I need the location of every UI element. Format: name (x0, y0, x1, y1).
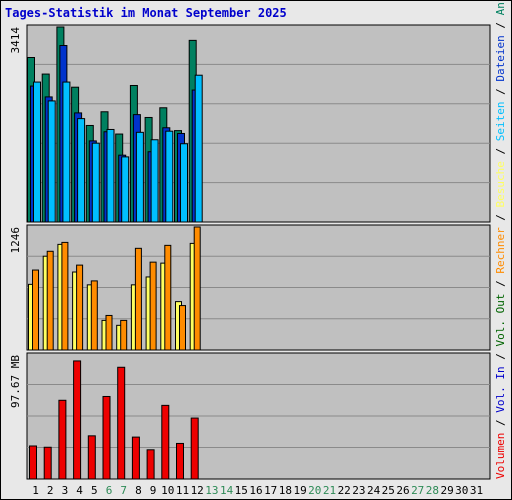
side-legend-text: Volumen / Vol. In / Vol. Out / Rechner /… (494, 1, 507, 479)
bar-rechner-day-9 (149, 261, 157, 351)
chart-bars (27, 26, 203, 480)
legend-separator: / (494, 15, 507, 35)
x-tick-label-day-9: 9 (150, 484, 157, 497)
bar-volumen-day-7 (117, 366, 126, 480)
bar-rechner-day-6 (105, 314, 113, 351)
bar-volumen-day-2 (43, 446, 52, 480)
x-axis-day-labels: 1 2 3 4 5 6 7 8 9 10 11 12 13 14 15 16 17 18 19 20 21 22 23 24 2… (32, 484, 483, 497)
bar-volumen-day-12 (190, 417, 199, 480)
x-tick-label-day-19: 19 (293, 484, 306, 497)
y-axis-max-label-3: 97.67 MB (9, 355, 22, 408)
x-tick-label-day-22: 22 (338, 484, 351, 497)
x-tick-label-day-5: 5 (91, 484, 98, 497)
legend-separator: / (494, 141, 507, 161)
bar-seiten-day-4 (77, 118, 86, 223)
x-tick-label-day-14: 14 (220, 484, 234, 497)
bar-rechner-day-12 (193, 226, 201, 351)
bar-rechner-day-7 (120, 319, 128, 351)
legend-separator: / (494, 82, 507, 102)
bar-volumen-day-5 (87, 435, 96, 480)
legend-volumen: Volumen (494, 433, 507, 479)
x-tick-label-day-1: 1 (32, 484, 39, 497)
chart-title: Tages-Statistik im Monat September 2025 (5, 6, 287, 20)
legend-vol-out: Vol. Out (494, 294, 507, 347)
legend-vol-in: Vol. In (494, 366, 507, 412)
legend-dateien: Dateien (494, 35, 507, 81)
x-tick-label-day-31: 31 (470, 484, 483, 497)
x-tick-label-day-15: 15 (235, 484, 248, 497)
bar-seiten-day-2 (47, 100, 56, 223)
x-tick-label-day-18: 18 (279, 484, 292, 497)
legend-rechner: Rechner (494, 227, 507, 274)
x-tick-label-day-27: 27 (411, 484, 424, 497)
bar-seiten-day-10 (165, 130, 174, 223)
bar-volumen-day-6 (102, 395, 111, 480)
x-tick-label-day-24: 24 (367, 484, 381, 497)
legend-besuche: Besuche (494, 161, 507, 207)
bar-seiten-day-9 (150, 139, 159, 223)
x-tick-label-day-16: 16 (249, 484, 262, 497)
bar-seiten-day-5 (91, 142, 100, 223)
y-axis-max-labels: 3414 1246 97.67 MB (9, 27, 22, 408)
legend-separator: / (494, 207, 507, 227)
legend-separator: / (494, 413, 507, 433)
bar-rechner-day-2 (46, 250, 54, 351)
bar-rechner-day-4 (76, 264, 84, 351)
x-tick-label-day-26: 26 (396, 484, 409, 497)
x-tick-label-day-23: 23 (352, 484, 365, 497)
x-tick-label-day-17: 17 (264, 484, 277, 497)
bar-seiten-day-1 (33, 81, 41, 223)
bar-volumen-day-8 (131, 436, 140, 480)
legend-anfragen: Anfragen (494, 1, 507, 15)
x-tick-label-day-10: 10 (161, 484, 174, 497)
bar-seiten-day-6 (106, 128, 115, 223)
bar-volumen-day-11 (176, 442, 184, 480)
x-tick-label-day-30: 30 (455, 484, 468, 497)
bar-rechner-day-8 (134, 247, 142, 351)
legend-separator: / (494, 347, 507, 367)
bar-volumen-day-1 (29, 445, 37, 480)
legend-separator: / (494, 274, 507, 294)
bar-rechner-day-1 (32, 269, 39, 351)
x-tick-label-day-4: 4 (76, 484, 83, 497)
bar-rechner-day-11 (179, 305, 186, 351)
bar-seiten-day-7 (121, 156, 130, 223)
x-tick-label-day-3: 3 (62, 484, 69, 497)
x-tick-label-day-28: 28 (426, 484, 439, 497)
x-tick-label-day-7: 7 (120, 484, 127, 497)
x-tick-label-day-8: 8 (135, 484, 142, 497)
bar-seiten-day-12 (194, 74, 203, 223)
x-tick-label-day-21: 21 (323, 484, 336, 497)
x-tick-label-day-2: 2 (47, 484, 54, 497)
right-side-legend-labels: Volumen / Vol. In / Vol. Out / Rechner /… (494, 1, 507, 479)
bar-rechner-day-3 (61, 241, 69, 351)
x-tick-label-day-20: 20 (308, 484, 321, 497)
x-tick-label-day-13: 13 (205, 484, 218, 497)
y-axis-max-label-1: 3414 (9, 27, 22, 54)
bar-rechner-day-10 (164, 244, 172, 351)
bar-rechner-day-5 (90, 280, 98, 351)
bar-seiten-day-3 (62, 81, 71, 223)
bar-seiten-day-8 (135, 131, 144, 223)
chart-panels (26, 24, 491, 480)
x-tick-label-day-12: 12 (191, 484, 204, 497)
bar-volumen-day-10 (161, 404, 170, 480)
bar-seiten-day-11 (180, 143, 188, 223)
legend-seiten: Seiten (494, 101, 507, 141)
bar-volumen-day-9 (146, 449, 155, 480)
y-axis-max-label-2: 1246 (9, 227, 22, 254)
x-tick-label-day-29: 29 (440, 484, 453, 497)
x-tick-label-day-25: 25 (382, 484, 395, 497)
bar-volumen-day-3 (58, 399, 67, 480)
x-tick-label-day-6: 6 (106, 484, 113, 497)
bar-volumen-day-4 (73, 360, 82, 480)
x-tick-label-day-11: 11 (176, 484, 189, 497)
